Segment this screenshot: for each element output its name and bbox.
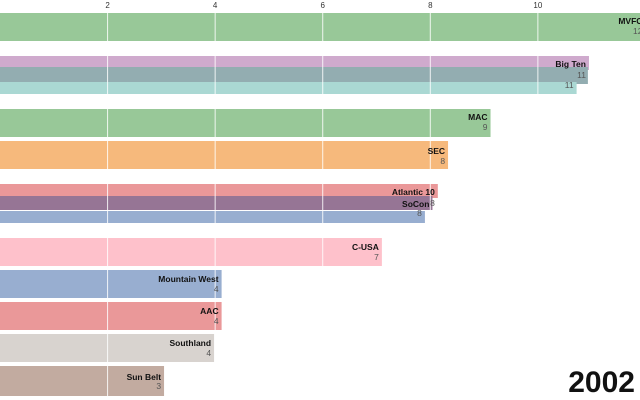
bar-value-label: 4 (214, 316, 219, 326)
bar-name-label: MVFC (618, 16, 640, 26)
bar-name-label: C-USA (352, 242, 379, 252)
bar-value-label: 7 (374, 252, 379, 262)
bar (0, 334, 215, 362)
bar-value-label: 3 (156, 381, 161, 391)
bar (0, 13, 640, 41)
bar-name-label: Sun Belt (127, 372, 162, 382)
bar (0, 82, 577, 94)
bar-name-label: SEC (428, 146, 445, 156)
bar-value-label: 12 (633, 26, 640, 36)
bar-value-label: 8 (417, 208, 422, 218)
bar (0, 184, 438, 198)
bar (0, 141, 449, 169)
bar-value-label: 4 (214, 284, 219, 294)
bar-name-label: Mountain West (158, 274, 218, 284)
bar (0, 211, 425, 223)
bar (0, 56, 589, 70)
bar (0, 67, 588, 84)
x-axis-ticks: 2 4 6 8 10 (105, 1, 543, 10)
bar-value-label: 11 (565, 80, 574, 90)
tick-label: 2 (105, 1, 110, 10)
bar-value-label: 9 (483, 122, 488, 132)
tick-label: 10 (533, 1, 542, 10)
bar-name-label: AAC (200, 306, 218, 316)
tick-label: 6 (320, 1, 325, 10)
bar (0, 109, 491, 137)
tick-label: 4 (213, 1, 218, 10)
bar-name-label: Atlantic 10 (392, 187, 435, 197)
bar-name-label: MAC (468, 112, 487, 122)
bar (0, 366, 165, 396)
bar-value-label: 11 (577, 70, 586, 80)
bar-name-label: SoCon (402, 199, 429, 209)
bars-layer (0, 13, 640, 396)
bar (0, 238, 382, 266)
bar-value-label: 8 (430, 198, 435, 208)
bar (0, 302, 222, 330)
bar-value-label: 4 (206, 348, 211, 358)
grid-layer (107, 10, 539, 400)
bar (0, 270, 222, 298)
year-label: 2002 (568, 366, 635, 399)
bar-value-label: 8 (440, 156, 445, 166)
bar-name-label: Southland (170, 338, 212, 348)
bar-name-label: Big Ten (555, 59, 586, 69)
bar (0, 196, 433, 210)
tick-label: 8 (428, 1, 433, 10)
